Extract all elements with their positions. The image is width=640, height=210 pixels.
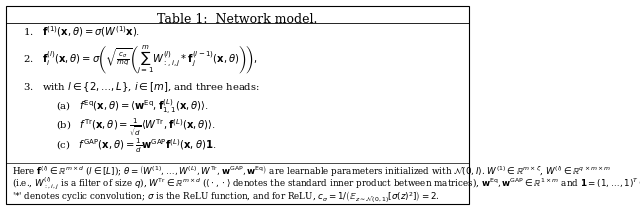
Text: '$*$' denotes cyclic convolution; $\sigma$ is the ReLU function, and for ReLU, $: '$*$' denotes cyclic convolution; $\sigm… (12, 189, 440, 205)
Text: Table 1:  Network model.: Table 1: Network model. (157, 13, 317, 26)
Text: 1.   $\mathbf{f}^{(1)}(\mathbf{x}, \theta) = \sigma\left(W^{(1)}\mathbf{x}\right: 1. $\mathbf{f}^{(1)}(\mathbf{x}, \theta)… (22, 24, 140, 39)
FancyBboxPatch shape (6, 5, 468, 205)
Text: 2.   $\mathbf{f}^{(l)}_i(\mathbf{x}, \theta) = \sigma\left(\sqrt{\frac{c_\sigma}: 2. $\mathbf{f}^{(l)}_i(\mathbf{x}, \thet… (22, 43, 257, 76)
Text: (c)   $f^{\mathrm{GAP}}(\mathbf{x}, \theta) = \frac{1}{d}\mathbf{w}^{\mathrm{GAP: (c) $f^{\mathrm{GAP}}(\mathbf{x}, \theta… (56, 136, 216, 155)
Text: (b)   $f^{\mathrm{Tr}}(\mathbf{x}, \theta) = \frac{1}{\sqrt{d}}\langle W^{\mathr: (b) $f^{\mathrm{Tr}}(\mathbf{x}, \theta)… (56, 116, 216, 138)
Text: Here $\mathbf{f}^{(l)} \in \mathbb{R}^{m \times d}$ ($l \in [L]$); $\theta = \le: Here $\mathbf{f}^{(l)} \in \mathbb{R}^{m… (12, 163, 611, 178)
Text: 3.   with $l \in \{2, \ldots, L\}$, $i \in [m]$, and three heads:: 3. with $l \in \{2, \ldots, L\}$, $i \in… (22, 80, 259, 94)
Text: (i.e., $W^{(l)}_{:,i,j}$ is a filter of size $q$), $W^{\mathrm{Tr}} \in \mathbb{: (i.e., $W^{(l)}_{:,i,j}$ is a filter of … (12, 176, 640, 192)
Text: (a)   $f^{\mathrm{Eq}}(\mathbf{x}, \theta) = \langle \mathbf{w}^{\mathrm{Eq}}, \: (a) $f^{\mathrm{Eq}}(\mathbf{x}, \theta)… (56, 97, 209, 117)
